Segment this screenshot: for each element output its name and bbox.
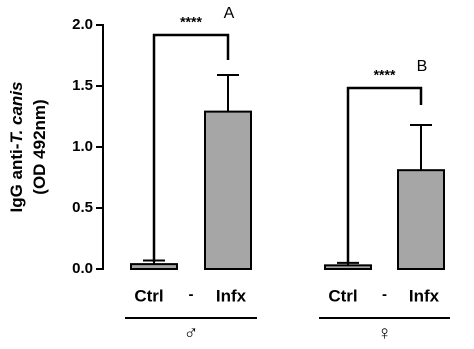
y-axis-label-part: T. canis: [7, 82, 26, 144]
bar: [324, 264, 372, 270]
x-tick-label: Infx: [409, 286, 440, 305]
bar: [397, 169, 445, 270]
x-tick-label: Ctrl: [328, 286, 357, 305]
y-axis-label-part: (OD 492nm): [30, 99, 49, 194]
group-letter: B: [417, 58, 428, 75]
separator: -: [382, 286, 387, 303]
bar: [204, 110, 252, 271]
y-axis-label-part: IgG anti-: [7, 144, 26, 213]
x-tick-label: Infx: [216, 286, 247, 305]
y-axis-label-line: IgG anti-T. canis: [7, 82, 26, 213]
y-axis-label-line: (OD 492nm): [30, 99, 49, 194]
significance-stars: ****: [180, 14, 202, 30]
x-tick-label: Ctrl: [134, 286, 163, 305]
significance-bracket: [152, 33, 230, 262]
group-letter: A: [224, 5, 235, 22]
group-label: ♀: [377, 322, 392, 344]
separator: -: [189, 286, 194, 303]
y-tick-label: 1.0: [72, 138, 93, 155]
significance-bracket: [346, 86, 423, 262]
y-tick-label: 2.0: [72, 16, 93, 33]
group-label: ♂: [184, 322, 199, 344]
y-tick-label: 0.0: [72, 260, 93, 277]
y-tick-label: 1.5: [72, 77, 93, 94]
significance-stars: ****: [374, 67, 396, 83]
y-tick-label: 0.5: [72, 199, 93, 216]
bar: [130, 263, 178, 270]
